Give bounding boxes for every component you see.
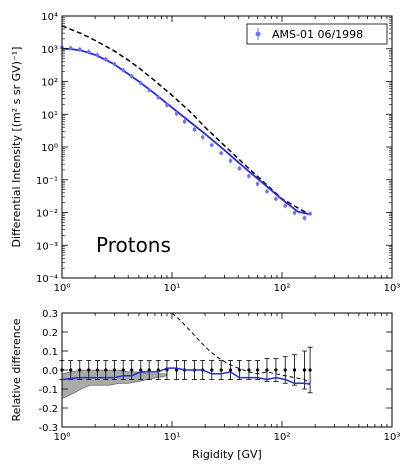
bottom-data-point (274, 368, 278, 372)
bottom-panel: 10⁰ 10¹ 10² 10³ -0.3 -0.2 -0.1 0.0 0.1 0.2 0.3 Rel… (10, 309, 400, 461)
top-data-point (174, 111, 179, 116)
top-data-point (274, 197, 278, 201)
bottom-data-point (69, 368, 73, 372)
bottom-data-point (308, 368, 312, 372)
top-data-point (182, 119, 187, 124)
bottom-y-tick-label: 0.2 (42, 328, 58, 339)
top-data-point (121, 68, 125, 73)
top-data-point (156, 95, 161, 100)
top-x-tick-label: 10² (274, 283, 291, 294)
bottom-data-point (78, 368, 82, 372)
bottom-data-point (87, 368, 91, 372)
bottom-y-tick-label: 0.3 (42, 309, 58, 320)
legend: AMS-01 06/1998 (246, 23, 388, 45)
top-data-point (228, 158, 233, 163)
bottom-y-tick-label: -0.1 (38, 385, 58, 396)
top-data-point (77, 47, 82, 52)
top-solid-line (61, 47, 311, 216)
top-data-point (302, 216, 307, 220)
top-data-point (200, 135, 205, 139)
bottom-x-tick-label: 10¹ (164, 432, 181, 443)
bottom-data-point (147, 368, 151, 372)
bottom-data-point (121, 368, 125, 372)
top-x-tick-label: 10¹ (164, 283, 181, 294)
top-data-point (112, 62, 117, 66)
bottom-y-tick-label: -0.3 (38, 423, 58, 434)
top-data-point (138, 81, 143, 85)
top-y-tick-label: 10⁻³ (36, 241, 58, 252)
legend-box (246, 23, 388, 45)
bottom-data-point (112, 368, 117, 372)
top-data-point (237, 166, 242, 171)
top-data-point (192, 127, 197, 132)
top-data-point (219, 151, 223, 155)
top-data-point (103, 57, 108, 61)
bottom-data-point (247, 368, 251, 372)
top-data-point (292, 210, 297, 215)
bottom-plot-frame (61, 312, 393, 428)
bottom-x-tick-label: 10⁰ (54, 432, 71, 443)
top-data-point (86, 50, 91, 54)
bottom-data-point (174, 368, 179, 372)
top-data-point (147, 88, 151, 92)
bottom-data-point (283, 368, 287, 372)
bottom-data-point (302, 368, 307, 372)
top-data-point (165, 103, 169, 107)
top-dashed-line (61, 25, 311, 216)
bottom-dashed-line (171, 312, 311, 384)
legend-entry-ams01: AMS-01 06/1998 (272, 28, 363, 41)
top-data-point (283, 204, 288, 208)
top-data-point (209, 143, 214, 147)
bottom-y-tick-label: 0.0 (42, 366, 58, 377)
top-x-tick-label: 10³ (384, 283, 401, 294)
bottom-y-tick-label: -0.2 (38, 404, 58, 415)
protons-annotation: Protons (96, 233, 171, 257)
bottom-data-point (265, 368, 269, 372)
bottom-data-point (292, 368, 297, 372)
top-y-tick-label: 10² (41, 78, 58, 89)
top-y-tick-label: 10⁰ (41, 143, 58, 154)
bottom-data-point (139, 368, 143, 372)
top-y-tick-label: 10⁻⁴ (36, 274, 58, 285)
top-data-point (255, 182, 260, 186)
x-axis-title: Rigidity [GV] (192, 448, 262, 461)
top-data-point (308, 211, 312, 216)
top-y-tick-label: 10³ (41, 45, 58, 56)
top-plot-frame (61, 15, 393, 279)
top-panel: 10⁰ 10¹ 10² 10³ 10⁻⁴ 10⁻³ 10⁻² 10⁻¹ 10⁰ 10¹ 10² 10³… (10, 12, 400, 294)
top-y-axis-title: Differential Intensity [(m² s sr GV)⁻¹] (10, 47, 23, 248)
bottom-data-point (255, 368, 260, 372)
bottom-data-point (95, 368, 100, 372)
bottom-x-tick-label: 10³ (384, 432, 401, 443)
bottom-y-axis-title: Relative difference (10, 318, 23, 421)
top-data-point (265, 189, 269, 194)
top-data-point (129, 74, 134, 79)
bottom-data-point (228, 368, 233, 372)
bottom-data-point (219, 368, 223, 372)
top-y-tick-label: 10⁴ (41, 12, 58, 23)
bottom-data-point (210, 368, 214, 372)
bottom-y-tick-label: 0.1 (42, 347, 58, 358)
bottom-x-tick-label: 10² (274, 432, 291, 443)
bottom-solid-line (61, 367, 311, 385)
top-x-tick-label: 10⁰ (54, 283, 71, 294)
top-y-tick-label: 10⁻² (36, 209, 58, 220)
bottom-data-point (104, 368, 108, 372)
top-data-point (247, 174, 251, 178)
top-data-point (95, 53, 100, 57)
legend-marker-point (255, 31, 261, 37)
top-y-tick-label: 10¹ (41, 110, 58, 121)
top-data-point (68, 46, 73, 50)
bottom-data-point (130, 368, 134, 372)
top-y-tick-label: 10⁻¹ (36, 176, 58, 187)
bottom-data-point (237, 368, 242, 372)
